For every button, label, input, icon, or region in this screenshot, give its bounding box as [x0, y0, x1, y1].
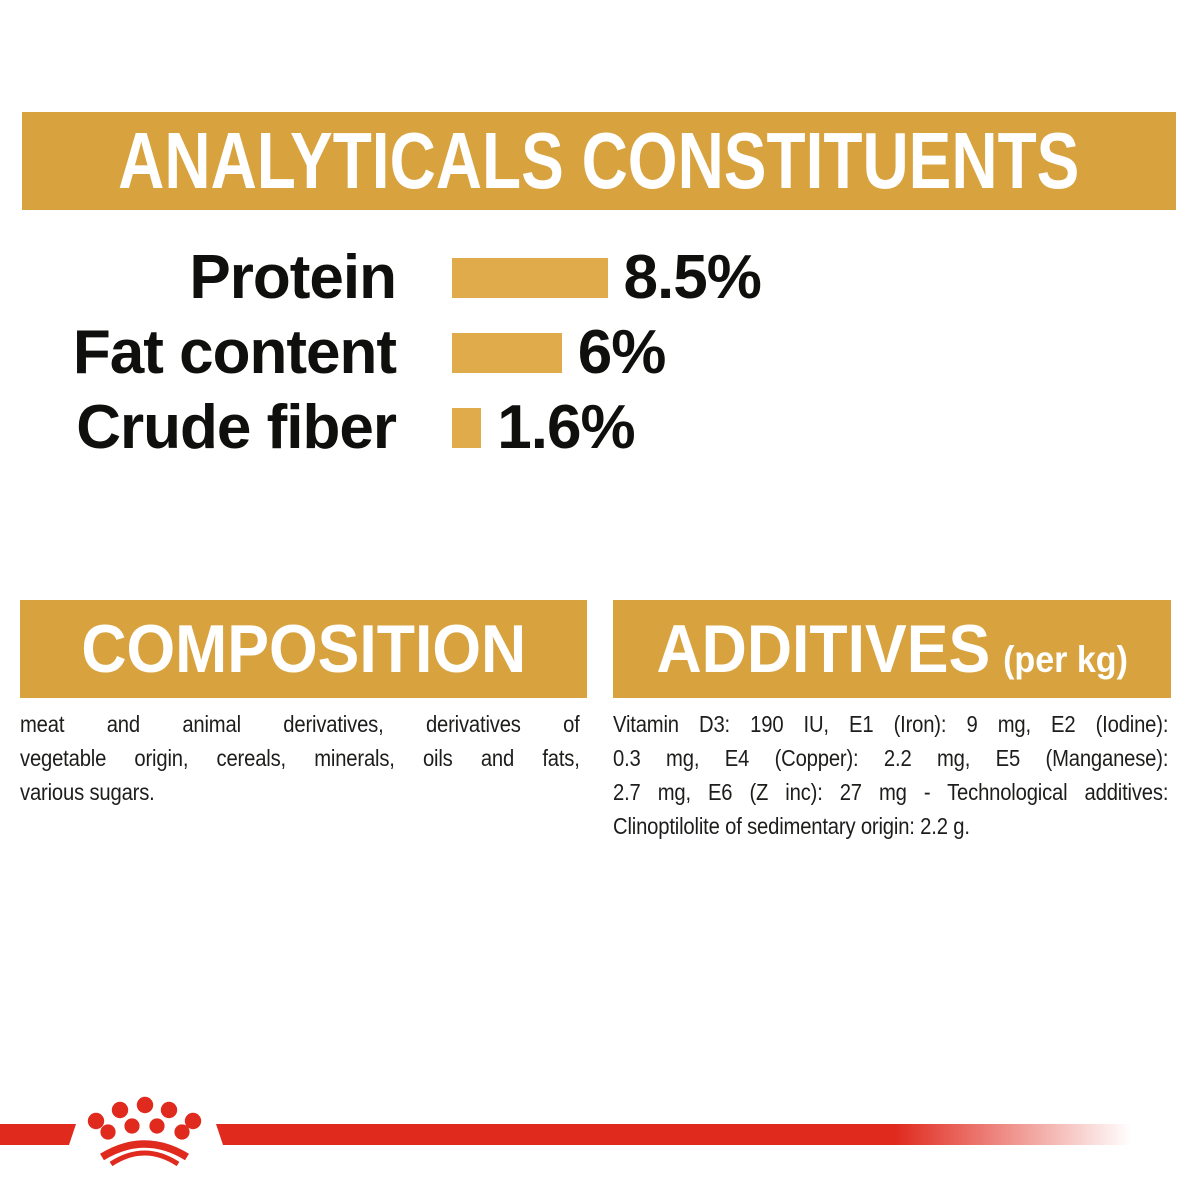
analytical-constituents-chart: Protein 8.5% Fat content 6% Crude fiber …	[0, 240, 900, 465]
fat-content-bar	[452, 332, 562, 373]
analytical-row-fat: Fat content 6%	[0, 315, 900, 390]
analytical-row-fiber: Crude fiber 1.6%	[0, 390, 900, 465]
additives-line: Vitamin D3: 190 IU, E1 (Iron): 9 mg, E2 …	[613, 711, 1169, 737]
fat-content-value: 6%	[577, 318, 667, 387]
composition-title: COMPOSITION	[81, 611, 526, 687]
analyticals-title: ANALYTICALS CONSTITUENTS	[118, 116, 1080, 205]
royal-canin-crown-icon	[87, 1096, 202, 1167]
additives-unit-label: (per kg)	[1002, 639, 1128, 680]
additives-line: 0.3 mg, E4 (Copper): 2.2 mg, E5 (Mangane…	[613, 745, 1169, 771]
crude-fiber-label: Crude fiber	[76, 393, 397, 462]
protein-bar	[452, 257, 608, 298]
composition-banner: COMPOSITION	[20, 600, 587, 698]
crude-fiber-bar	[452, 407, 482, 448]
brand-line-left	[0, 1124, 76, 1145]
additives-line: 2.7 mg, E6 (Z inc): 27 mg - Technologica…	[613, 779, 1169, 805]
protein-value: 8.5%	[623, 243, 762, 312]
additives-line: Clinoptilolite of sedimentary origin: 2.…	[613, 813, 970, 839]
additives-title: ADDITIVES	[656, 611, 990, 687]
crude-fiber-value: 1.6%	[497, 393, 635, 462]
analytical-row-protein: Protein 8.5%	[0, 240, 900, 315]
brand-line-right	[216, 1124, 1200, 1145]
additives-section: ADDITIVES (per kg) Vitamin D3: 190 IU, E…	[613, 600, 1171, 843]
composition-line: various sugars.	[20, 779, 155, 805]
additives-banner: ADDITIVES (per kg)	[613, 600, 1171, 698]
composition-line: meat and animal derivatives, derivatives…	[20, 711, 580, 737]
composition-section: COMPOSITION meat and animal derivatives,…	[20, 600, 587, 809]
composition-line: vegetable origin, cereals, minerals, oil…	[20, 745, 580, 771]
fat-content-label: Fat content	[72, 318, 397, 387]
analyticals-banner: ANALYTICALS CONSTITUENTS	[22, 112, 1176, 210]
additives-text: Vitamin D3: 190 IU, E1 (Iron): 9 mg, E2 …	[613, 707, 1168, 843]
protein-label: Protein	[189, 243, 397, 312]
composition-text: meat and animal derivatives, derivatives…	[20, 707, 580, 809]
